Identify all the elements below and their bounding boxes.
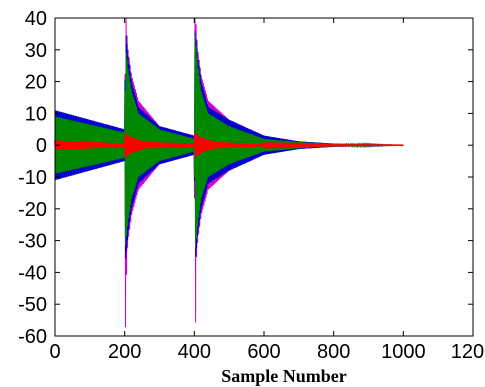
y-tick-label: -50 bbox=[18, 294, 47, 316]
y-tick-label: -10 bbox=[18, 167, 47, 189]
y-tick-label: -20 bbox=[18, 199, 47, 221]
x-tick-label: 800 bbox=[317, 341, 350, 363]
series-layer bbox=[54, 17, 404, 328]
x-tick-label: 0 bbox=[49, 341, 60, 363]
y-tick-label: -30 bbox=[18, 231, 47, 253]
series-line-4 bbox=[54, 132, 404, 158]
y-tick-label: 30 bbox=[25, 40, 47, 62]
plot-background bbox=[55, 18, 473, 336]
y-tick-label: -40 bbox=[18, 262, 47, 284]
y-tick-label: 10 bbox=[25, 103, 47, 125]
plot-area bbox=[55, 18, 473, 336]
axes-layer: 0 200 400 600 800 1000 1200 -60 -50 -40 -30 -20 -10 0… bbox=[18, 8, 485, 363]
y-tick-label: 40 bbox=[25, 8, 47, 30]
y-tick-label: 20 bbox=[25, 72, 47, 94]
y-tick-label: -60 bbox=[18, 326, 47, 348]
x-tick-label: 600 bbox=[247, 341, 280, 363]
x-tick-label: 200 bbox=[108, 341, 141, 363]
y-tick-label: 0 bbox=[36, 135, 47, 157]
x-tick-label: 1200 bbox=[451, 341, 485, 363]
x-tick-label: 400 bbox=[178, 341, 211, 363]
x-tick-label: 1000 bbox=[381, 341, 426, 363]
x-axis-label: Sample Number bbox=[221, 366, 347, 386]
